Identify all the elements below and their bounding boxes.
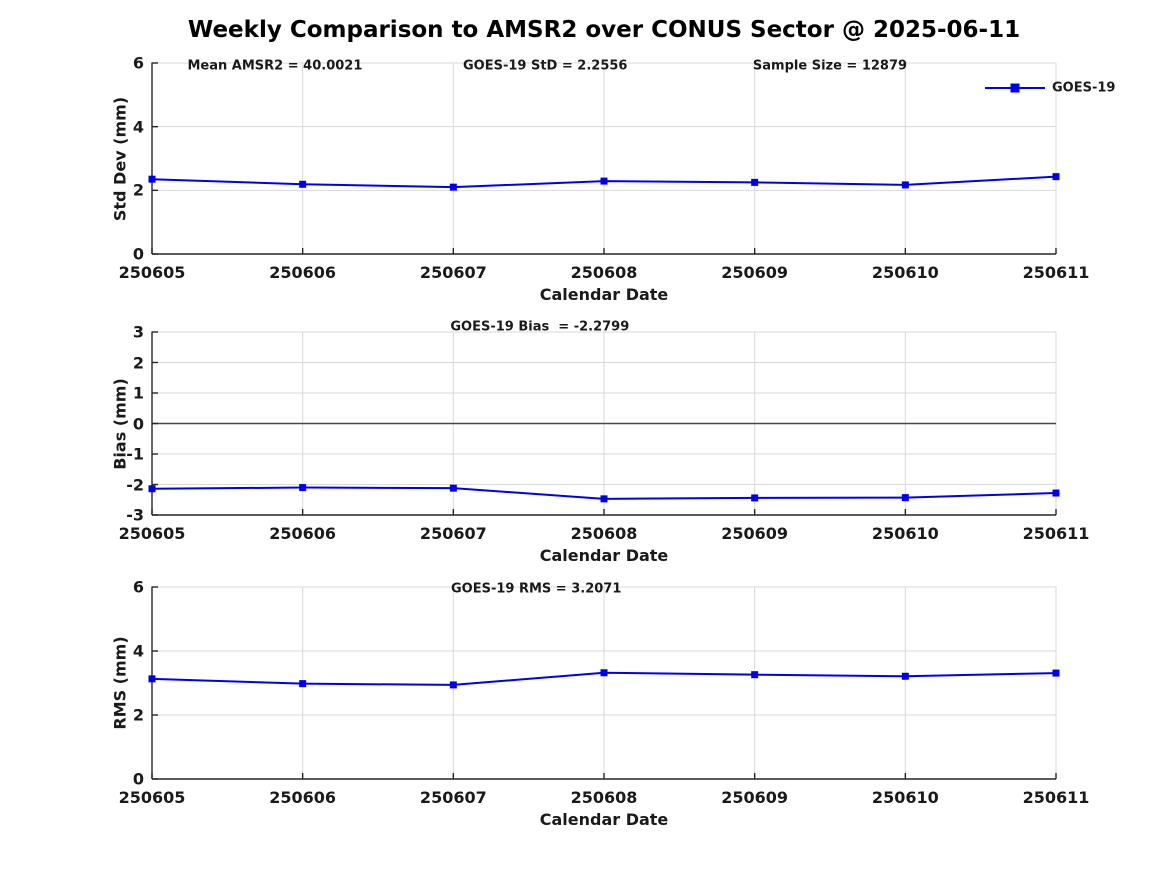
data-marker [600, 669, 608, 677]
y-tick-label: 0 [132, 769, 144, 789]
data-marker [449, 183, 457, 191]
data-marker [901, 181, 909, 189]
subplot-rms [148, 586, 1060, 780]
data-marker [901, 494, 909, 502]
annotation: GOES-19 StD = 2.2556 [463, 58, 628, 74]
data-marker [148, 675, 156, 683]
x-tick-label: 250608 [570, 263, 638, 282]
data-marker [600, 177, 608, 185]
y-tick-label: 0 [132, 244, 144, 264]
data-marker [148, 175, 156, 183]
axis-ylabel: Bias (mm) [110, 377, 130, 470]
x-tick-label: 250606 [269, 263, 337, 282]
annotation: GOES-19 Bias = -2.2799 [450, 319, 630, 335]
data-marker [751, 494, 759, 502]
y-tick-label: 6 [132, 53, 144, 73]
x-tick-label: 250611 [1022, 788, 1090, 807]
annotation: GOES-19 RMS = 3.2071 [450, 581, 622, 597]
data-marker [751, 671, 759, 679]
x-tick-label: 250607 [419, 788, 487, 807]
data-marker [299, 680, 307, 688]
y-tick-label: -3 [126, 505, 144, 525]
data-marker [1052, 669, 1060, 677]
x-tick-label: 250606 [269, 524, 337, 543]
x-tick-label: 250609 [721, 263, 789, 282]
data-marker [148, 485, 156, 493]
y-tick-label: 2 [132, 705, 144, 725]
y-tick-label: 6 [132, 577, 144, 597]
x-tick-label: 250606 [269, 788, 337, 807]
subplot-bias [148, 331, 1060, 516]
data-marker [751, 178, 759, 186]
axis-xlabel: Calendar Date [539, 810, 669, 829]
x-tick-label: 250605 [118, 263, 186, 282]
data-marker [600, 495, 608, 503]
y-tick-label: 2 [132, 353, 144, 372]
axis-xlabel: Calendar Date [539, 546, 669, 565]
y-tick-label: -1 [126, 444, 144, 464]
annotation: Sample Size = 12879 [752, 58, 908, 74]
x-tick-label: 250608 [570, 788, 638, 807]
y-tick-label: 3 [132, 322, 144, 342]
x-tick-label: 250607 [419, 524, 487, 543]
data-marker [449, 484, 457, 492]
x-tick-label: 250610 [871, 788, 939, 807]
data-marker [299, 180, 307, 188]
y-tick-label: 1 [132, 383, 144, 403]
x-tick-label: 250610 [871, 524, 939, 543]
legend-label: GOES-19 [1052, 80, 1116, 96]
x-tick-label: 250605 [118, 524, 186, 543]
axis-xlabel: Calendar Date [539, 285, 669, 304]
data-marker [299, 484, 307, 492]
axis-ylabel: Std Dev (mm) [110, 96, 130, 221]
annotation: Mean AMSR2 = 40.0021 [187, 58, 363, 74]
data-marker [449, 681, 457, 689]
data-marker [1052, 173, 1060, 181]
x-tick-label: 250609 [721, 524, 789, 543]
y-tick-label: 0 [132, 414, 144, 433]
data-marker [901, 672, 909, 680]
y-tick-label: 4 [132, 641, 144, 661]
axis-ylabel: RMS (mm) [110, 636, 130, 730]
x-tick-label: 250605 [118, 788, 186, 807]
x-tick-label: 250611 [1022, 263, 1090, 282]
x-tick-label: 250611 [1022, 524, 1090, 543]
y-tick-label: 4 [132, 117, 144, 137]
y-tick-label: -2 [126, 475, 144, 494]
legend-marker-icon [1010, 83, 1020, 93]
x-tick-label: 250608 [570, 524, 638, 543]
y-tick-label: 2 [132, 180, 144, 200]
data-marker [1052, 489, 1060, 497]
x-tick-label: 250609 [721, 788, 789, 807]
x-tick-label: 250610 [871, 263, 939, 282]
subplot-stddev [148, 62, 1060, 255]
x-tick-label: 250607 [419, 263, 487, 282]
figure-title: Weekly Comparison to AMSR2 over CONUS Se… [187, 17, 1021, 43]
